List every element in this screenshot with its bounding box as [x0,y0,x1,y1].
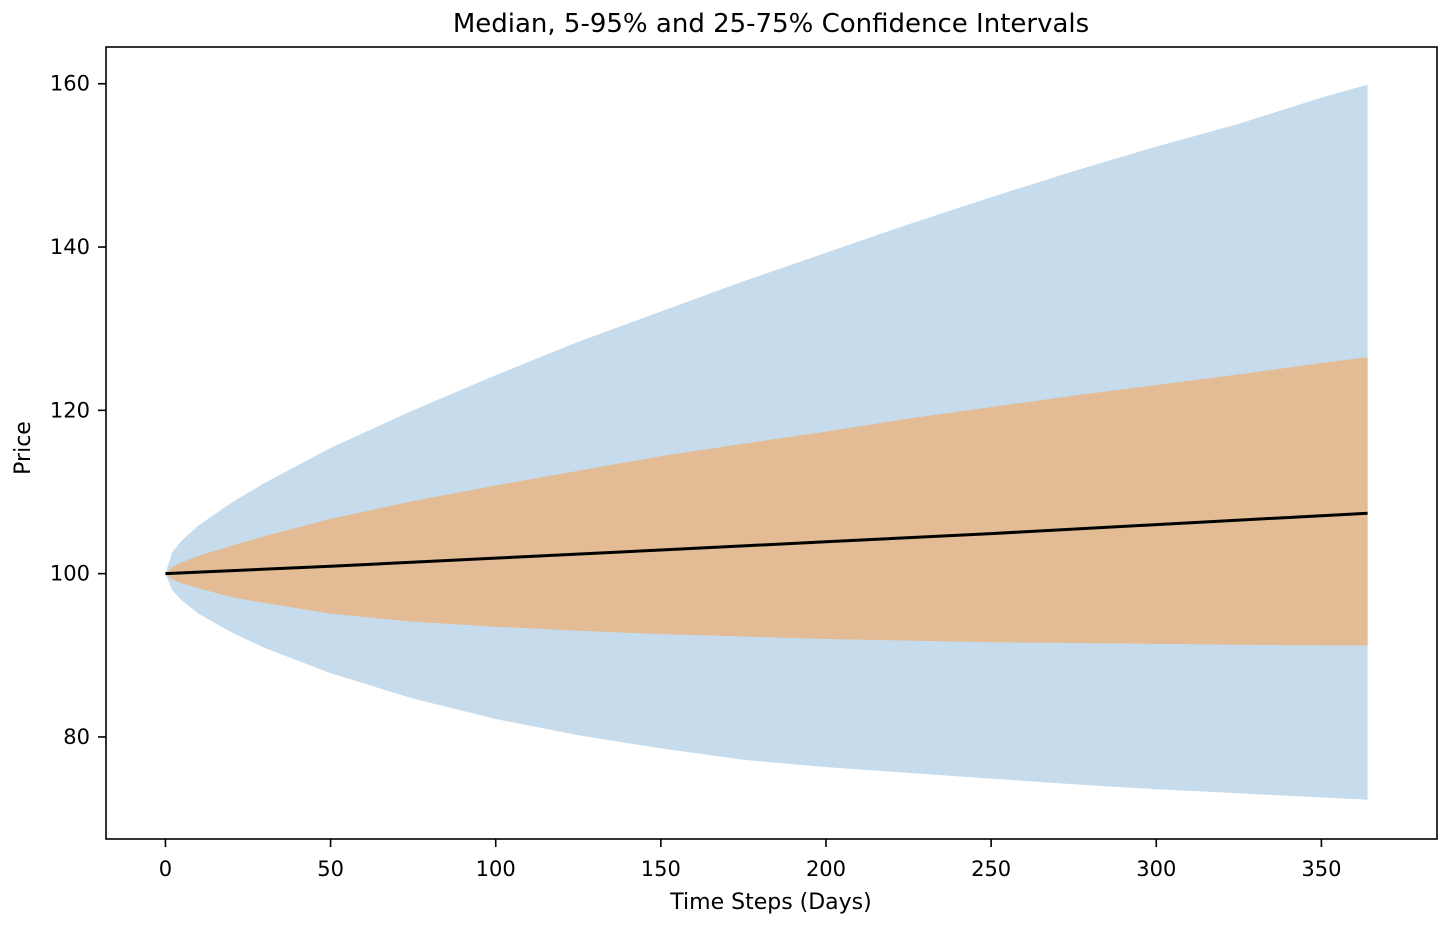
x-tick-label: 250 [971,857,1011,881]
x-tick-label: 300 [1136,857,1176,881]
plot-frame [105,46,1438,840]
x-tick-label: 50 [317,857,344,881]
chart-title: Median, 5-95% and 25-75% Confidence Inte… [453,9,1089,39]
y-tick-label: 160 [50,72,90,96]
x-axis: 0 50 100 150 200 250 300 350 [159,839,1341,881]
x-axis-label: Time Steps (Days) [669,890,871,915]
y-tick-label: 80 [63,725,90,749]
x-tick-label: 350 [1301,857,1341,881]
x-tick-label: 150 [641,857,681,881]
x-tick-label: 100 [476,857,516,881]
x-tick-label: 200 [806,857,846,881]
y-axis-label: Price [11,421,36,475]
plot-area [165,84,1368,800]
y-tick-label: 120 [50,398,90,422]
median-line [165,511,1368,576]
y-tick-label: 140 [50,235,90,259]
y-axis: 80 100 120 140 160 [50,72,106,749]
x-tick-label: 0 [159,857,172,881]
y-tick-label: 100 [50,562,90,586]
band-25-75 [165,357,1368,646]
